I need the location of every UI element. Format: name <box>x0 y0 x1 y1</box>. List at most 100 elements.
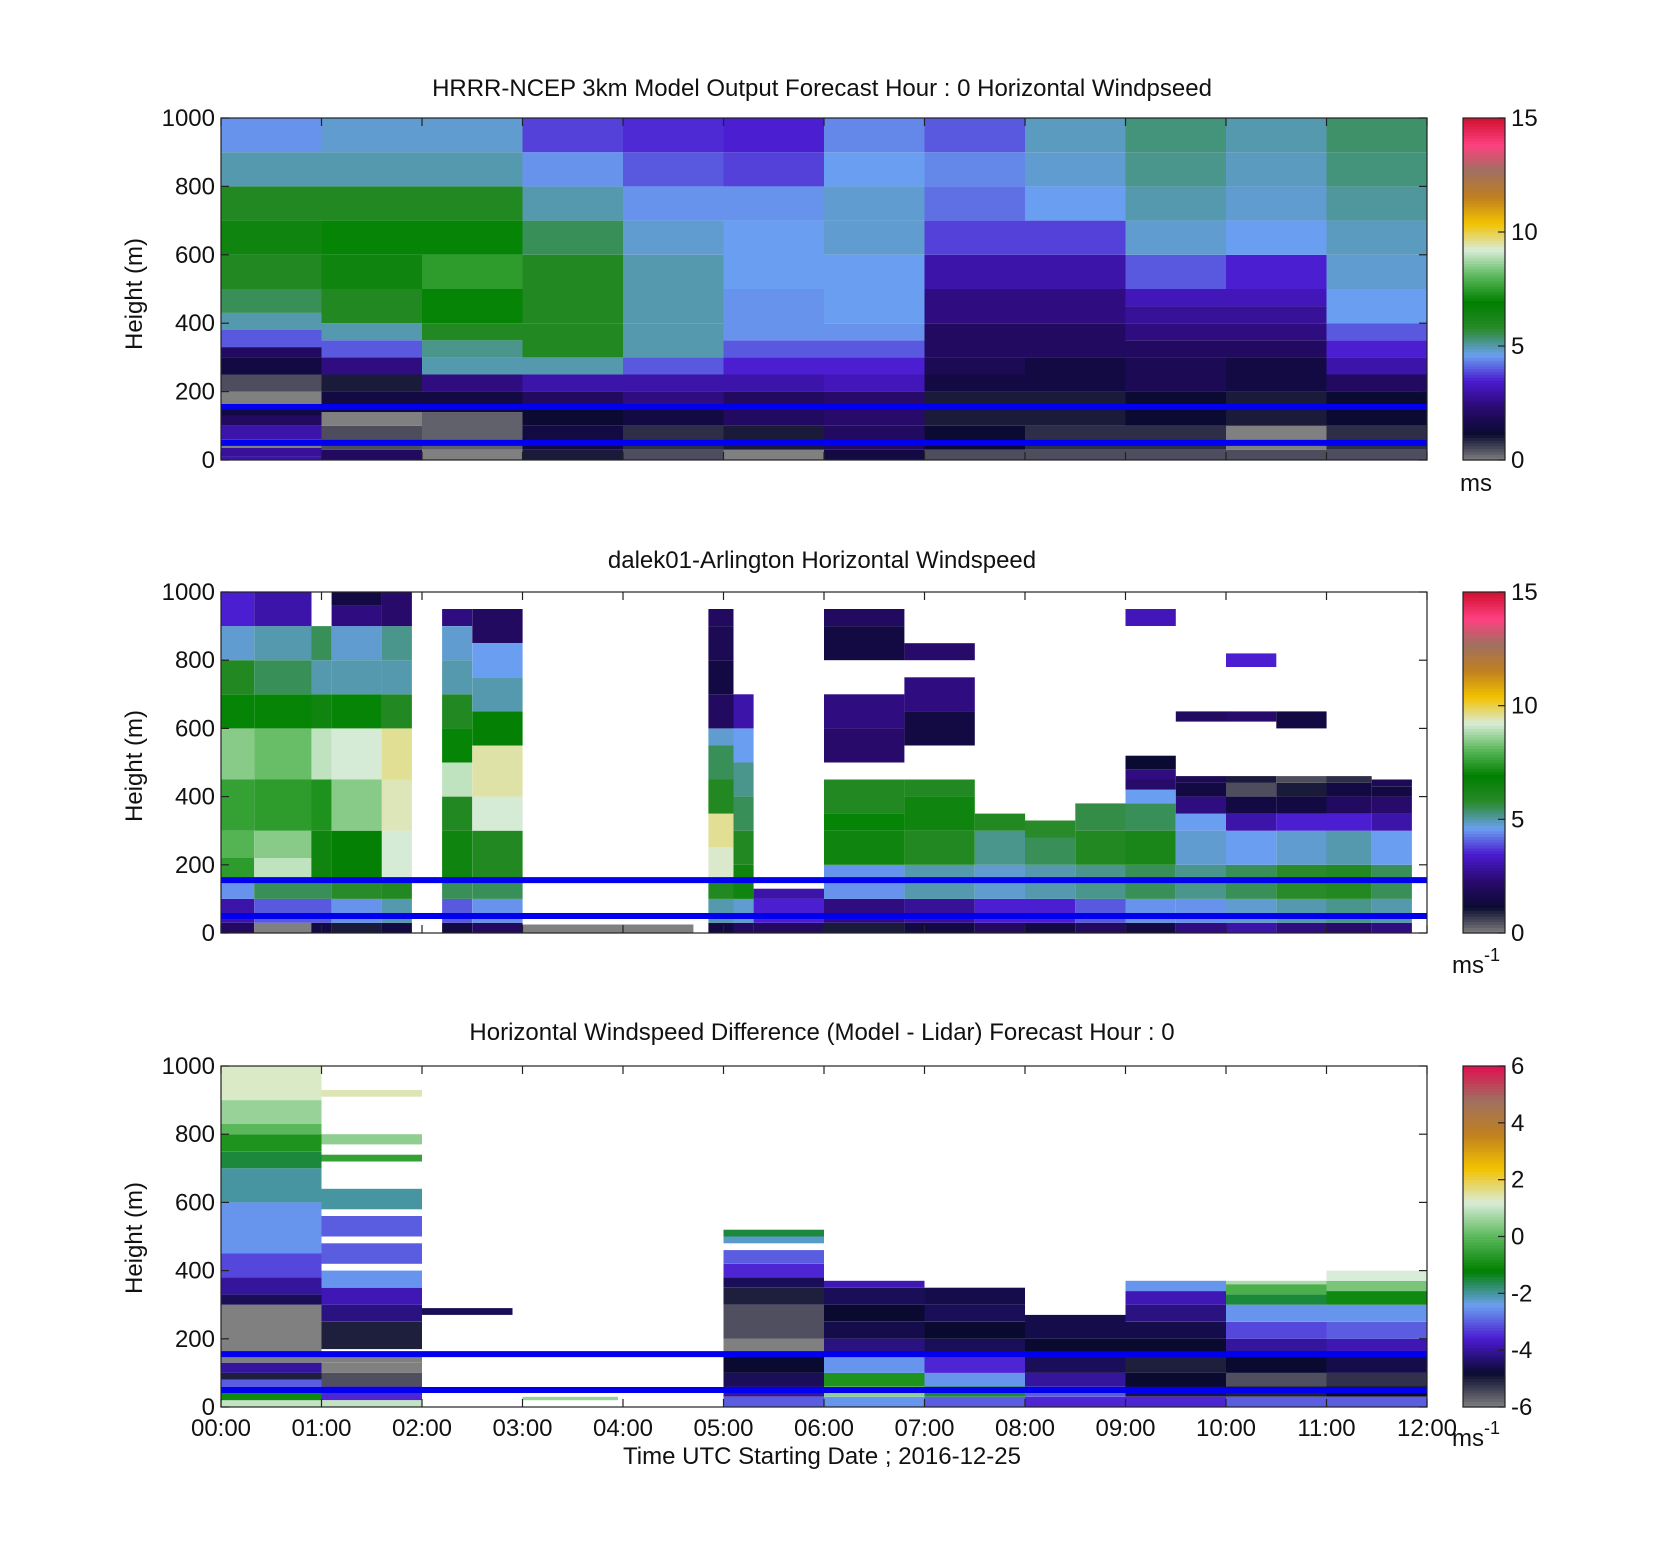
colorbar-band-46 <box>1463 326 1505 330</box>
heatmap-cell-2-1 <box>311 898 332 923</box>
colorbar-band-81 <box>1463 1173 1505 1178</box>
heatmap-cell-18-9 <box>1226 653 1277 667</box>
colorbar-band-96 <box>1463 1131 1505 1135</box>
heatmap-cell-8-10 <box>708 626 734 661</box>
heatmap-cell-6-0 <box>824 449 925 460</box>
colorbar-band-95 <box>1463 186 1505 190</box>
colorbar-band-116 <box>1463 1074 1505 1078</box>
heatmap-cell-9-5 <box>1226 1321 1327 1339</box>
heatmap-cell-8-3 <box>1025 357 1126 392</box>
colorbar-band-82 <box>1463 697 1505 701</box>
colorbar-band-102 <box>1463 640 1505 644</box>
colorbar-band-118 <box>1463 594 1505 599</box>
colorbar-band-90 <box>1463 200 1505 205</box>
colorbar-band-105 <box>1463 157 1505 162</box>
heatmap-cell-10-2 <box>753 888 824 899</box>
colorbar-band-32 <box>1463 365 1505 370</box>
colorbar-band-22 <box>1463 1341 1505 1346</box>
colorbar-band-70 <box>1463 257 1505 262</box>
heatmap-cell-5-2 <box>723 408 824 426</box>
heatmap-cell-8-4 <box>1025 323 1126 358</box>
heatmap-cell-16-7 <box>1125 769 1176 780</box>
colorbar-band-60 <box>1463 759 1505 764</box>
colorbar-band-33 <box>1463 363 1505 367</box>
colorbar-band-108 <box>1463 149 1505 153</box>
colorbar-tick-label-3: 15 <box>1511 579 1538 606</box>
colorbar-band-0 <box>1463 930 1505 934</box>
panel-model-ylabel: Height (m) <box>121 238 148 350</box>
heatmap-cell-0-8 <box>221 357 322 375</box>
colorbar-tick-label-2: 10 <box>1511 693 1538 720</box>
heatmap-cell-14-1 <box>1025 898 1076 923</box>
heatmap-cell-3-0 <box>522 1396 618 1401</box>
colorbar-band-57 <box>1463 294 1505 299</box>
colorbar-band-115 <box>1463 129 1505 133</box>
heatmap-cell-0-2 <box>221 1379 322 1390</box>
colorbar-band-115 <box>1463 603 1505 607</box>
heatmap-cell-14-3 <box>1025 837 1076 865</box>
colorbar-band-52 <box>1463 308 1505 313</box>
x-tick-label-1: 01:00 <box>291 1415 351 1442</box>
heatmap-cell-8-0 <box>1125 1396 1226 1407</box>
heatmap-cell-3-6 <box>331 694 382 729</box>
heatmap-cell-3-2 <box>331 878 382 899</box>
colorbar-band-26 <box>1463 383 1505 387</box>
colorbar-frame <box>1462 591 1506 934</box>
colorbar-band-94 <box>1463 1137 1505 1141</box>
colorbar-tick-label-0: -6 <box>1511 1394 1532 1421</box>
heatmap-cell-7-8 <box>924 220 1025 255</box>
colorbar-band-86 <box>1463 212 1505 216</box>
colorbar-band-105 <box>1463 1105 1505 1110</box>
panel-lidar-unit-base: ms <box>1452 952 1484 979</box>
colorbar-band-11 <box>1463 425 1505 430</box>
colorbar-band-48 <box>1463 793 1505 798</box>
heatmap-cell-0-14 <box>221 220 322 255</box>
colorbar-band-117 <box>1463 1071 1505 1076</box>
heatmap-cell-4-1 <box>381 898 412 923</box>
heatmap-cell-10-9 <box>1326 1270 1427 1281</box>
heatmap-cell-4-7 <box>623 289 724 324</box>
heatmap-cell-10-12 <box>1226 118 1327 153</box>
heatmap-cell-6-2 <box>472 878 523 899</box>
colorbar-tick-label-2: -2 <box>1511 1280 1532 1307</box>
heatmap-cell-11-1 <box>824 898 905 923</box>
colorbar-band-112 <box>1463 611 1505 616</box>
heatmap-cell-9-8 <box>1226 1284 1327 1295</box>
colorbar-band-91 <box>1463 197 1505 202</box>
colorbar-band-14 <box>1463 417 1505 421</box>
colorbar-band-118 <box>1463 120 1505 125</box>
heatmap-cell-4-6 <box>381 694 412 729</box>
panel-model-reference-lines <box>221 403 1427 446</box>
x-tick-label-4: 04:00 <box>593 1415 653 1442</box>
heatmap-cell-6-7 <box>924 1287 1025 1305</box>
colorbar-band-39 <box>1463 1293 1505 1297</box>
heatmap-cell-0-14 <box>221 1124 322 1135</box>
heatmap-cell-20-7 <box>1326 776 1372 783</box>
colorbar-band-20 <box>1463 873 1505 877</box>
heatmap-cell-0-15 <box>221 1100 322 1124</box>
colorbar-band-4 <box>1463 445 1505 450</box>
heatmap-cell-18-0 <box>1226 922 1277 933</box>
heatmap-cell-10-1 <box>753 898 824 923</box>
colorbar-band-47 <box>1463 323 1505 327</box>
heatmap-cell-16-4 <box>1125 803 1176 831</box>
heatmap-cell-0-0 <box>221 922 255 933</box>
colorbar-band-27 <box>1463 380 1505 384</box>
colorbar-band-110 <box>1463 617 1505 622</box>
y-tick-label-4: 800 <box>175 647 215 674</box>
colorbar-band-100 <box>1463 172 1505 176</box>
colorbar-band-50 <box>1463 1262 1505 1266</box>
colorbar-band-49 <box>1463 1264 1505 1269</box>
colorbar-band-71 <box>1463 254 1505 259</box>
heatmap-cell-5-10 <box>723 152 824 187</box>
heatmap-cell-5-0 <box>723 449 824 460</box>
heatmap-cell-9-0 <box>1125 449 1226 460</box>
colorbar-band-55 <box>1463 300 1505 304</box>
heatmap-cell-8-9 <box>708 660 734 695</box>
heatmap-cell-9-7 <box>1226 1294 1327 1305</box>
heatmap-cell-2-11 <box>422 152 523 187</box>
colorbar-band-109 <box>1463 1094 1505 1098</box>
colorbar-band-35 <box>1463 830 1505 835</box>
colorbar-band-12 <box>1463 896 1505 900</box>
panel-difference-x-ticks: 00:00 01:00 02:00 03:00 04:00 05:00 06:00 07:00… <box>191 1066 1457 1442</box>
